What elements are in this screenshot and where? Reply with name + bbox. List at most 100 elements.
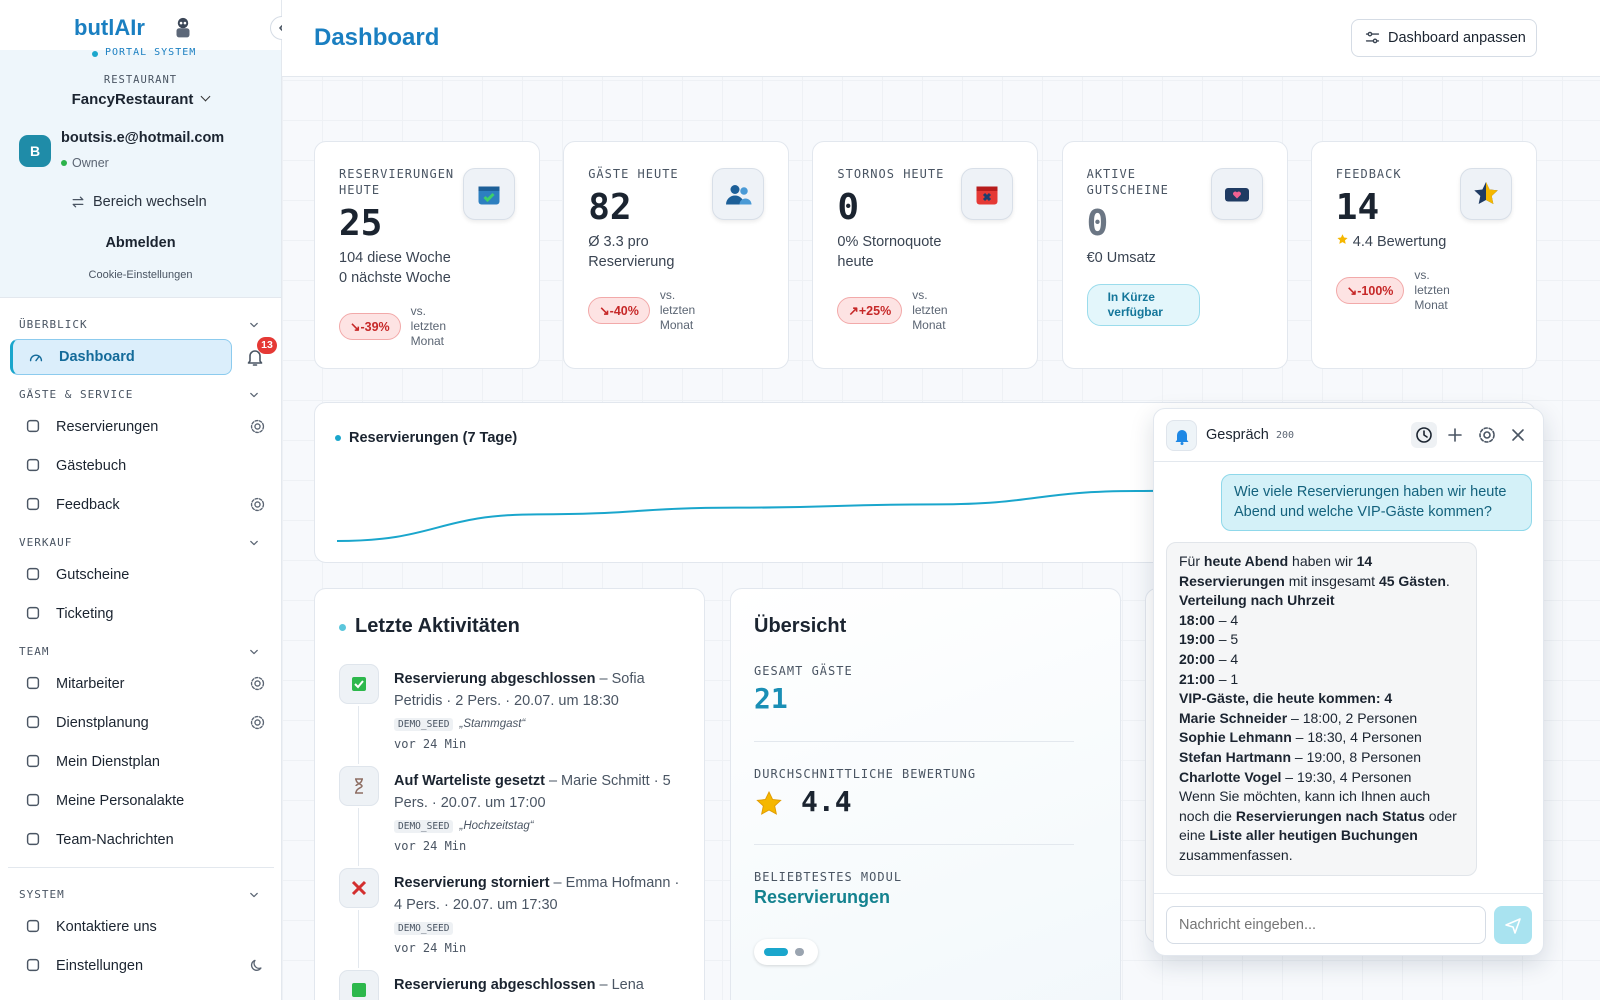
activity-icon: [339, 868, 379, 908]
message-bold-text: Marie Schneider: [1179, 709, 1288, 726]
dot: [795, 948, 804, 956]
assistant-bell-icon: [1175, 430, 1189, 445]
divider: [1154, 893, 1543, 894]
divider: [8, 867, 274, 868]
page-title: Dashboard: [314, 24, 440, 51]
sliders-icon: [1365, 31, 1380, 44]
message-text: oder eine: [1179, 807, 1457, 844]
restaurant-select[interactable]: FancyRestaurant: [0, 91, 281, 108]
close-chat-button[interactable]: [1508, 425, 1528, 445]
kpi-icon: [463, 168, 515, 220]
activity-tag: DEMO_SEED: [394, 922, 454, 935]
message-text: – 4: [1214, 650, 1239, 667]
kpi-subtext-text: 0% Stornoquote heute: [837, 234, 942, 270]
cookie-settings-link[interactable]: Cookie-Einstellungen: [88, 269, 193, 281]
message-paragraph: Sophie Lehmann – 18:30, 4 Personen: [1179, 728, 1464, 748]
nav-item[interactable]: Ticketing: [10, 596, 232, 632]
activity-tags: DEMO_SEED „Stammgast“: [394, 714, 684, 734]
activity-icon: [339, 970, 379, 1000]
activity-title: Reservierung abgeschlossen: [394, 671, 596, 687]
kpi-change-badge: ↘-100%: [1335, 277, 1405, 304]
chat-header-icon: [1479, 427, 1495, 443]
message-bold-text: 20:00: [1179, 650, 1215, 667]
message-input[interactable]: [1166, 906, 1486, 944]
message-paragraph: Für heute Abend haben wir 14 Reservierun…: [1179, 552, 1464, 591]
timeline-line: [358, 910, 359, 968]
kpi-value: 14: [1335, 187, 1380, 228]
dot-active: [764, 948, 788, 956]
message-paragraph: Stefan Hartmann – 19:00, 8 Personen: [1179, 748, 1464, 768]
nav-item[interactable]: Reservierungen: [10, 409, 232, 445]
stat-label: DURCHSCHNITTLICHE BEWERTUNG: [754, 767, 977, 781]
activity-icon-graphic: [352, 983, 366, 997]
new-chat-button[interactable]: [1445, 425, 1465, 445]
kpi-icon-graphic: [976, 186, 998, 205]
customize-dashboard-button[interactable]: Dashboard anpassen: [1351, 19, 1537, 57]
nav-icon: [26, 458, 40, 472]
kpi-value: 25: [339, 203, 383, 244]
activity-text: Reservierung storniert – Emma Hofmann · …: [394, 872, 684, 958]
message-text: – 4: [1214, 611, 1239, 628]
nav-item[interactable]: Mein Dienstplan: [10, 744, 232, 780]
message-paragraph: Verteilung nach Uhrzeit: [1179, 591, 1464, 611]
activity-detail: – Sofia Petridis · 2 Pers. · 20.07. um 1…: [394, 671, 645, 709]
chat-header-icon: [1512, 429, 1524, 441]
message-bold-text: 45 Gästen: [1378, 572, 1446, 589]
kpi-card: AKTIVE GUTSCHEINE 0 €0 Umsatz In Kürze verf…: [1061, 141, 1288, 369]
restaurant-label: RESTAURANT: [103, 74, 178, 86]
kpi-compare: vs. letzten Monat: [912, 288, 948, 332]
message-bold-text: 21:00: [1179, 670, 1215, 687]
nav-item[interactable]: Gutscheine: [10, 557, 232, 593]
nav-item[interactable]: Feedback: [10, 487, 232, 523]
stat-value: 21: [754, 682, 788, 715]
message-text: Wenn Sie möchten, kann ich Ihnen auch no…: [1179, 788, 1431, 824]
kpi-subtext: 0 nächste Woche: [339, 268, 469, 288]
message-bold-text: Stefan Hartmann: [1179, 748, 1292, 765]
switch-area-button[interactable]: Bereich wechseln: [93, 194, 207, 210]
kpi-icon-graphic: [1474, 182, 1498, 205]
nav-icon: [29, 354, 43, 362]
kpi-icon-graphic: [1224, 188, 1249, 202]
nav-icon: [26, 793, 40, 807]
nav-item[interactable]: Dienstplanung: [10, 705, 232, 741]
nav-item[interactable]: Meine Personalakte: [10, 783, 232, 819]
divider: [0, 297, 281, 298]
kpi-subtext-text: €0 Umsatz: [1086, 250, 1156, 266]
message-bold-text: heute Abend: [1203, 553, 1289, 569]
section-title: TEAM: [19, 645, 50, 658]
nav-item[interactable]: Gästebuch: [10, 448, 232, 484]
logout-button[interactable]: Abmelden: [105, 235, 176, 251]
kpi-label: STORNOS HEUTE: [837, 167, 945, 181]
nav-icon: [26, 497, 40, 511]
message-bold-text: Reservierungen nach Status: [1235, 807, 1425, 824]
nav-icon: [26, 419, 40, 433]
kpi-card: RESERVIERUNGEN HEUTE 25 104 diese Woche 0 n…: [314, 141, 540, 369]
nav-item[interactable]: Kontaktiere uns: [10, 909, 232, 945]
section-title: SYSTEM: [19, 888, 65, 901]
kpi-compare: vs. letzten Monat: [1414, 268, 1450, 312]
nav-item[interactable]: Team-Nachrichten: [10, 822, 232, 858]
message-bold-text: 14 Reservierungen: [1179, 553, 1373, 589]
history-button[interactable]: [1411, 422, 1437, 448]
chat-title: Gespräch: [1206, 427, 1269, 443]
carousel-dots[interactable]: [754, 939, 818, 965]
star-icon: [1337, 234, 1348, 244]
kpi-change-row: ↘-40% vs. letzten Monat: [588, 288, 764, 333]
kpi-subtext: 0% Stornoquote heute: [837, 232, 967, 272]
send-button[interactable]: [1494, 906, 1532, 944]
message-paragraph: 19:00 – 5: [1179, 630, 1464, 650]
nav-item[interactable]: Einstellungen: [10, 948, 232, 984]
nav-item[interactable]: Dashboard: [10, 339, 232, 375]
activity-note: „Stammgast“: [459, 718, 526, 730]
activity-text: Auf Warteliste gesetzt – Marie Schmitt ·…: [394, 770, 684, 856]
kpi-change-row: ↗+25% vs. letzten Monat: [837, 288, 1013, 333]
notifications-button[interactable]: [245, 347, 267, 369]
chat-settings-button[interactable]: [1477, 425, 1497, 445]
nav-item[interactable]: Mitarbeiter: [10, 666, 232, 702]
chart-dot: [335, 435, 341, 441]
divider: [754, 741, 1074, 742]
stat-label: GESAMT GÄSTE: [754, 664, 853, 678]
kpi-value: 0: [1086, 203, 1109, 244]
message-bold-text: 18:00: [1179, 611, 1215, 628]
